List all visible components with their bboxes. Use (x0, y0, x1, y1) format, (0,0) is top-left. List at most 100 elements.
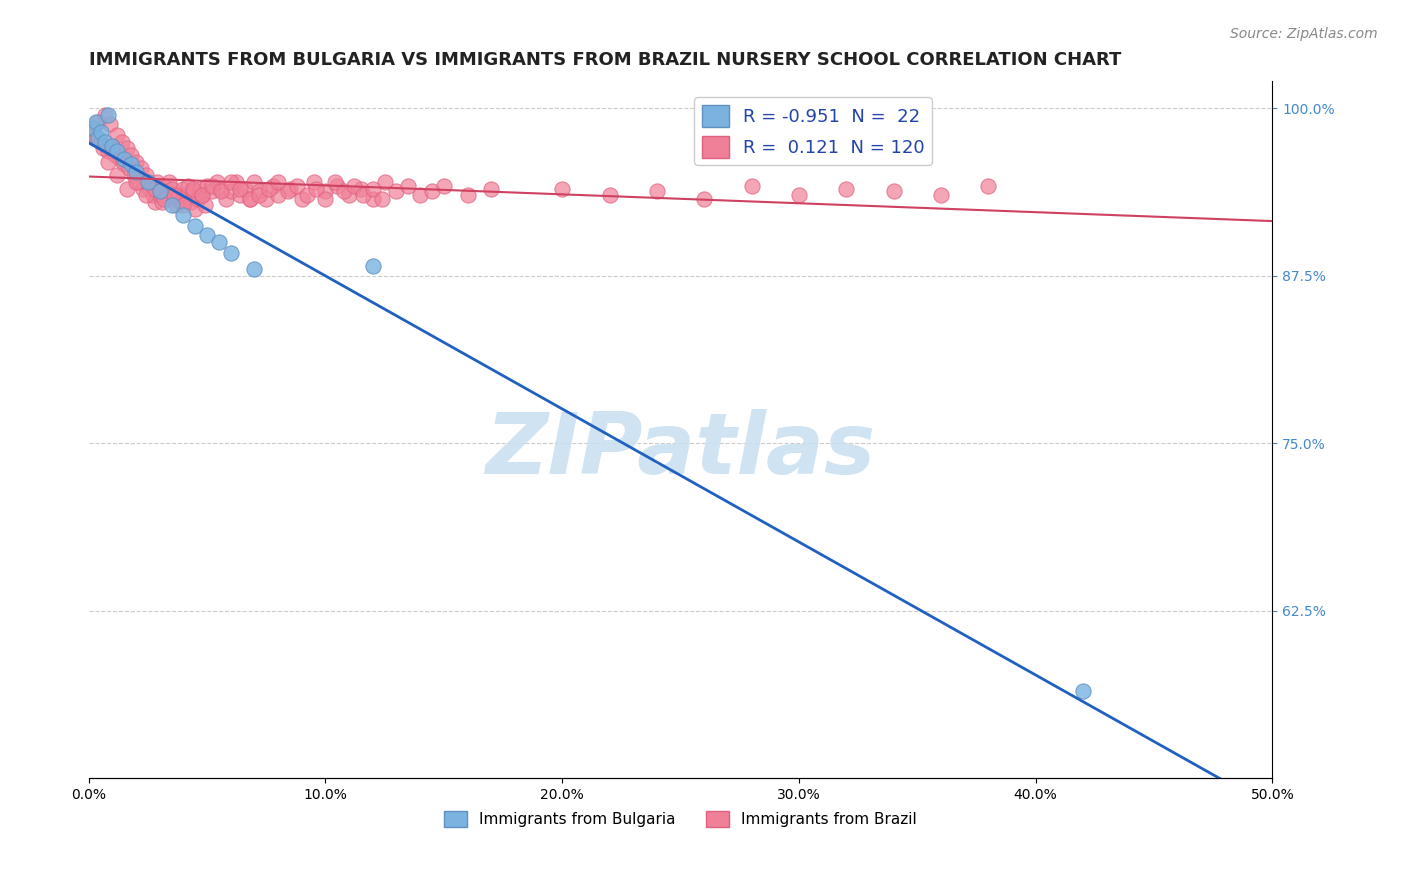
Point (157, 175, 180, 189)
Point (135, 188, 157, 202)
Point (177, 178, 200, 193)
Point (209, 181, 232, 195)
Point (194, 197, 217, 211)
Point (125, 165, 148, 179)
Point (165, 197, 187, 211)
Point (257, 181, 280, 195)
Point (371, 192, 394, 206)
Point (247, 184, 270, 198)
Point (112, 152, 135, 166)
Point (139, 181, 162, 195)
Point (104, 148, 127, 162)
Point (84, 130, 107, 145)
Point (409, 188, 432, 202)
Point (225, 175, 247, 189)
Point (420, 184, 443, 198)
Point (184, 219, 207, 233)
Point (254, 192, 277, 206)
Point (129, 161, 152, 176)
Point (599, 188, 621, 202)
Point (457, 188, 479, 202)
Point (120, 157, 142, 171)
Point (105, 144, 128, 158)
Point (118, 161, 141, 176)
Point (82, 121, 104, 136)
Point (267, 175, 290, 189)
Point (143, 194, 166, 209)
Point (160, 197, 183, 211)
Point (361, 181, 384, 195)
Point (479, 181, 502, 195)
Point (108, 152, 131, 166)
Point (977, 178, 1000, 193)
Point (125, 154, 148, 169)
Point (163, 192, 186, 206)
Point (98, 117, 121, 131)
Point (87, 114, 110, 128)
Text: IMMIGRANTS FROM BULGARIA VS IMMIGRANTS FROM BRAZIL NURSERY SCHOOL CORRELATION CH: IMMIGRANTS FROM BULGARIA VS IMMIGRANTS F… (89, 51, 1121, 69)
Point (883, 184, 905, 198)
Point (291, 192, 314, 206)
Point (84, 114, 107, 128)
Point (219, 175, 242, 189)
Legend: Immigrants from Bulgaria, Immigrants from Brazil: Immigrants from Bulgaria, Immigrants fro… (437, 805, 924, 833)
Point (215, 192, 238, 206)
Point (201, 184, 224, 198)
Point (156, 184, 179, 198)
Point (132, 181, 155, 195)
Point (278, 181, 301, 195)
Point (191, 188, 214, 202)
Point (741, 178, 763, 193)
Point (125, 175, 148, 189)
Point (87, 130, 110, 145)
Point (82, 121, 104, 136)
Point (127, 175, 149, 189)
Point (323, 175, 346, 189)
Point (97, 144, 120, 158)
Point (201, 178, 224, 193)
Point (243, 262, 266, 277)
Point (90, 135, 112, 149)
Point (835, 181, 858, 195)
Point (396, 178, 419, 193)
Point (385, 184, 408, 198)
Point (247, 188, 270, 202)
Point (305, 181, 328, 195)
Point (219, 184, 242, 198)
Point (122, 168, 145, 182)
Point (112, 157, 135, 171)
Point (105, 168, 128, 182)
Point (208, 235, 231, 249)
Point (337, 188, 360, 202)
Point (90, 125, 112, 139)
Point (219, 246, 242, 260)
Point (187, 192, 209, 206)
Point (174, 188, 197, 202)
Point (91, 141, 114, 155)
Point (101, 138, 124, 153)
Point (146, 175, 169, 189)
Point (80, 128, 103, 142)
Point (233, 181, 256, 195)
Point (343, 178, 366, 193)
Point (350, 181, 373, 195)
Point (302, 175, 325, 189)
Point (314, 184, 336, 198)
Point (181, 181, 204, 195)
Point (333, 184, 356, 198)
Point (314, 192, 336, 206)
Point (94, 135, 117, 149)
Point (180, 194, 202, 209)
Point (239, 192, 262, 206)
Point (115, 141, 138, 155)
Text: Source: ZipAtlas.com: Source: ZipAtlas.com (1230, 27, 1378, 41)
Point (1071, 684, 1094, 698)
Point (153, 178, 176, 193)
Point (551, 181, 574, 195)
Point (149, 184, 172, 198)
Point (135, 168, 157, 182)
Point (153, 192, 176, 206)
Point (170, 194, 193, 209)
Point (239, 192, 262, 206)
Point (285, 178, 308, 193)
